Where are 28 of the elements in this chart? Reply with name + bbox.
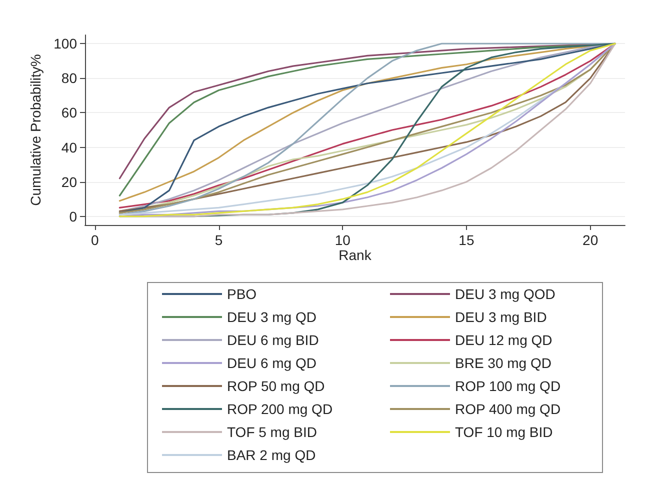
legend-label: PBO <box>227 286 257 302</box>
legend-label: DEU 12 mg QD <box>455 332 552 348</box>
x-tick-label: 10 <box>334 232 351 248</box>
legend-label: BAR 2 mg QD <box>227 447 316 463</box>
legend-label: ROP 100 mg QD <box>455 378 561 394</box>
legend-label: TOF 5 mg BID <box>227 424 317 440</box>
legend-label: DEU 3 mg QOD <box>455 286 556 302</box>
legend-label: ROP 50 mg QD <box>227 378 325 394</box>
legend-label: ROP 400 mg QD <box>455 401 561 417</box>
legend-label: BRE 30 mg QD <box>455 355 552 371</box>
y-axis-title: Cumulative Probability% <box>28 54 44 206</box>
legend-label: ROP 200 mg QD <box>227 401 333 417</box>
legend-label: DEU 3 mg BID <box>455 309 547 325</box>
legend-label: DEU 6 mg QD <box>227 355 316 371</box>
x-tick-label: 20 <box>582 232 598 248</box>
legend-label: DEU 6 mg BID <box>227 332 319 348</box>
x-tick-label: 15 <box>458 232 474 248</box>
y-tick-label: 0 <box>69 208 78 224</box>
y-tick-label: 80 <box>61 70 78 86</box>
y-tick-label: 60 <box>61 104 78 121</box>
legend-label: DEU 3 mg QD <box>227 309 316 325</box>
x-tick-label: 0 <box>91 232 100 248</box>
y-tick-label: 40 <box>61 139 78 156</box>
legend-label: TOF 10 mg BID <box>455 424 553 440</box>
y-tick-label: 20 <box>61 174 78 190</box>
y-tick-label: 100 <box>54 36 78 52</box>
x-tick-label: 5 <box>214 232 223 248</box>
x-axis-title: Rank <box>338 246 372 263</box>
